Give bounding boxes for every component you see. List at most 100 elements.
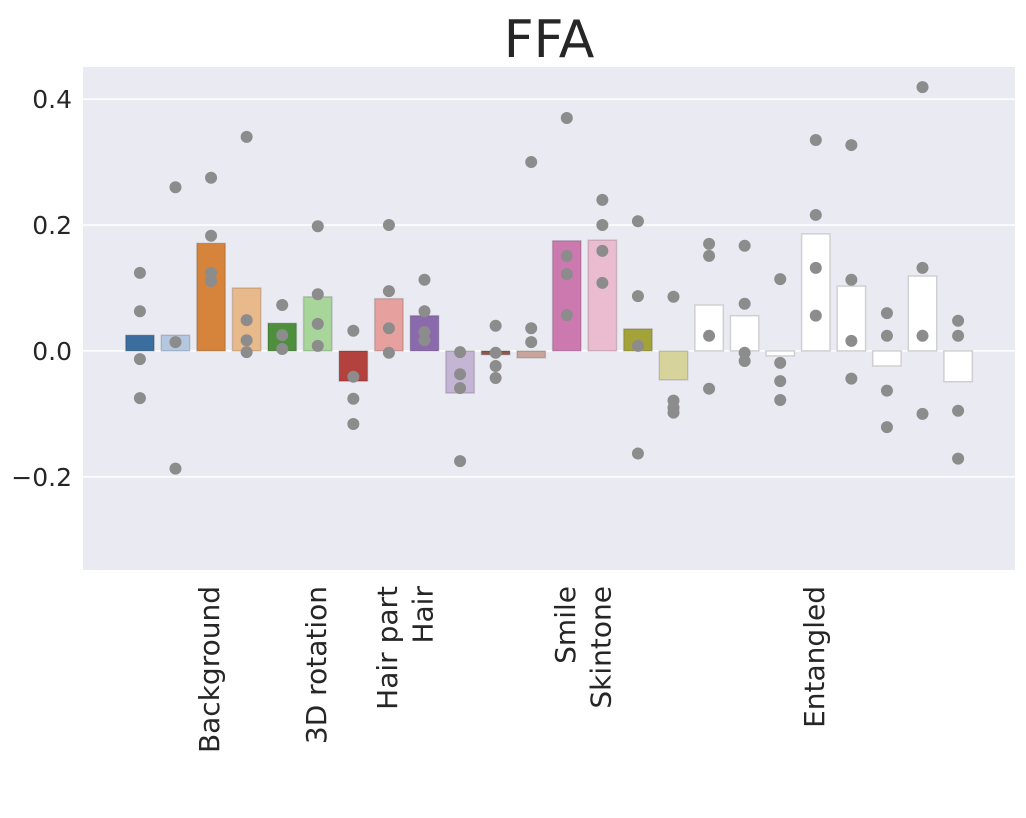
data-point — [205, 229, 218, 242]
data-point — [631, 447, 644, 460]
data-point — [418, 273, 431, 286]
bar-11 — [516, 350, 547, 359]
data-point — [454, 368, 467, 381]
data-point — [631, 339, 644, 352]
data-point — [525, 322, 538, 335]
y-tick-label: −0.2 — [11, 463, 72, 492]
bar-13 — [587, 239, 618, 352]
data-point — [240, 346, 253, 359]
data-point — [276, 298, 289, 311]
data-point — [560, 249, 573, 262]
data-point — [240, 334, 253, 347]
data-point — [347, 392, 360, 405]
data-point — [311, 339, 324, 352]
data-point — [880, 307, 893, 320]
data-point — [133, 353, 146, 366]
x-tick-label: Entangled — [798, 586, 831, 728]
data-point — [276, 343, 289, 356]
data-point — [596, 193, 609, 206]
x-tick-label: 3D rotation — [300, 586, 333, 744]
data-point — [809, 261, 822, 274]
data-point — [631, 290, 644, 303]
data-point — [738, 239, 751, 252]
data-point — [774, 273, 787, 286]
data-point — [205, 275, 218, 288]
bar-19 — [800, 233, 831, 352]
data-point — [240, 130, 253, 143]
bar-21 — [871, 350, 902, 367]
data-point — [916, 261, 929, 274]
data-point — [774, 356, 787, 369]
data-point — [703, 237, 716, 250]
data-point — [631, 215, 644, 228]
data-point — [667, 406, 680, 419]
data-point — [845, 273, 858, 286]
data-point — [169, 336, 182, 349]
data-point — [311, 220, 324, 233]
data-point — [880, 384, 893, 397]
data-point — [845, 139, 858, 152]
data-point — [952, 452, 965, 465]
data-point — [880, 421, 893, 434]
data-point — [809, 208, 822, 221]
bar-17 — [729, 314, 760, 352]
data-point — [382, 285, 395, 298]
data-point — [596, 244, 609, 257]
data-point — [276, 329, 289, 342]
data-point — [311, 288, 324, 301]
data-point — [454, 455, 467, 468]
data-point — [916, 329, 929, 342]
data-point — [454, 382, 467, 395]
data-point — [489, 360, 502, 373]
y-tick-label: 0.2 — [32, 211, 72, 240]
data-point — [418, 334, 431, 347]
data-point — [560, 111, 573, 124]
data-point — [489, 319, 502, 332]
data-point — [382, 322, 395, 335]
data-point — [703, 382, 716, 395]
x-tick-label: Background — [193, 586, 226, 753]
y-tick-label: 0.4 — [32, 85, 72, 114]
data-point — [952, 329, 965, 342]
bar-0 — [124, 334, 155, 352]
data-point — [489, 371, 502, 384]
bar-2 — [196, 242, 227, 352]
data-point — [347, 324, 360, 337]
data-point — [667, 290, 680, 303]
data-point — [240, 314, 253, 327]
data-point — [133, 266, 146, 279]
data-point — [311, 317, 324, 330]
data-point — [560, 309, 573, 322]
data-point — [703, 329, 716, 342]
data-point — [382, 219, 395, 232]
x-tick-label: Hair — [406, 586, 439, 644]
data-point — [845, 372, 858, 385]
data-point — [133, 392, 146, 405]
data-point — [169, 462, 182, 475]
data-point — [169, 181, 182, 194]
bar-18 — [765, 350, 796, 357]
x-tick-label: Skintone — [584, 586, 617, 709]
data-point — [418, 305, 431, 318]
x-tick-label: Smile — [549, 586, 582, 664]
data-point — [489, 346, 502, 359]
data-point — [525, 156, 538, 169]
data-point — [738, 297, 751, 310]
data-point — [774, 394, 787, 407]
bar-15 — [658, 350, 689, 381]
data-point — [560, 268, 573, 281]
data-point — [454, 346, 467, 359]
data-point — [880, 329, 893, 342]
data-point — [525, 336, 538, 349]
bar-23 — [943, 350, 974, 383]
data-point — [916, 407, 929, 420]
data-point — [347, 417, 360, 430]
data-point — [205, 171, 218, 184]
data-point — [952, 314, 965, 327]
y-tick-label: 0.0 — [32, 337, 72, 366]
data-point — [774, 375, 787, 388]
data-point — [809, 134, 822, 147]
data-point — [133, 305, 146, 318]
data-point — [916, 81, 929, 94]
data-point — [703, 249, 716, 262]
